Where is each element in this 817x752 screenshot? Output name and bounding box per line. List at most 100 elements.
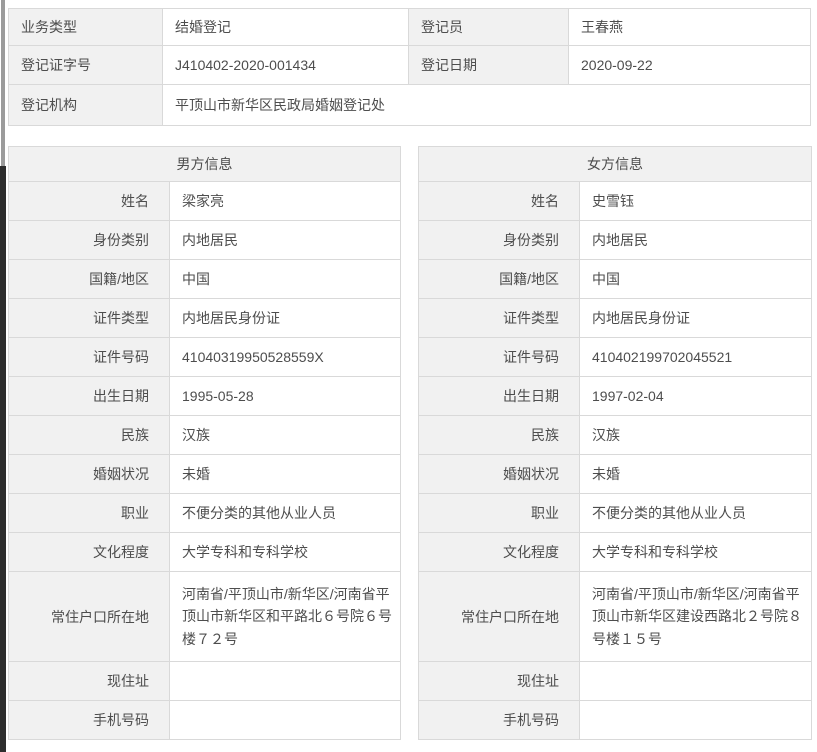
marital-status-label: 婚姻状况 (8, 454, 170, 494)
id-number-label: 证件号码 (418, 337, 580, 377)
registrar-value: 王春燕 (568, 8, 811, 46)
female-table-header: 女方信息 (418, 146, 812, 182)
female-occupation-row: 职业 不便分类的其他从业人员 (418, 493, 812, 533)
male-ethnicity-row: 民族 汉族 (8, 415, 401, 455)
male-occupation-row: 职业 不便分类的其他从业人员 (8, 493, 401, 533)
female-id-type-row: 证件类型 内地居民身份证 (418, 298, 812, 338)
male-marital-status-row: 婚姻状况 未婚 (8, 454, 401, 494)
summary-row-business: 业务类型 结婚登记 登记员 王春燕 (8, 8, 811, 46)
name-label: 姓名 (8, 181, 170, 221)
household-address-label: 常住户口所在地 (418, 571, 580, 662)
reg-date-label: 登记日期 (408, 45, 569, 85)
female-household-address-row: 常住户口所在地 河南省/平顶山市/新华区/河南省平顶山市新华区建设西路北２号院８… (418, 571, 812, 662)
identity-type-label: 身份类别 (418, 220, 580, 260)
name-label: 姓名 (418, 181, 580, 221)
identity-type-label: 身份类别 (8, 220, 170, 260)
household-address-value: 河南省/平顶山市/新华区/河南省平顶山市新华区建设西路北２号院８号楼１５号 (579, 571, 812, 662)
business-type-value: 结婚登记 (162, 8, 409, 46)
female-id-number-row: 证件号码 410402199702045521 (418, 337, 812, 377)
person-tables: 男方信息 姓名 梁家亮 身份类别 内地居民 国籍/地区 中国 证件类型 内地居民… (8, 146, 812, 740)
female-name-row: 姓名 史雪钰 (418, 181, 812, 221)
birth-date-value: 1997-02-04 (579, 376, 812, 416)
occupation-value: 不便分类的其他从业人员 (579, 493, 812, 533)
marital-status-value: 未婚 (579, 454, 812, 494)
ethnicity-label: 民族 (8, 415, 170, 455)
female-birth-date-row: 出生日期 1997-02-04 (418, 376, 812, 416)
occupation-value: 不便分类的其他从业人员 (169, 493, 401, 533)
education-value: 大学专科和专科学校 (579, 532, 812, 572)
nationality-value: 中国 (579, 259, 812, 299)
household-address-value: 河南省/平顶山市/新华区/河南省平顶山市新华区和平路北６号院６号楼７２号 (169, 571, 401, 662)
mobile-value (579, 700, 812, 740)
male-birth-date-row: 出生日期 1995-05-28 (8, 376, 401, 416)
household-address-label: 常住户口所在地 (8, 571, 170, 662)
name-value: 梁家亮 (169, 181, 401, 221)
male-mobile-row: 手机号码 (8, 700, 401, 740)
identity-type-value: 内地居民 (169, 220, 401, 260)
identity-type-value: 内地居民 (579, 220, 812, 260)
female-education-row: 文化程度 大学专科和专科学校 (418, 532, 812, 572)
authority-value: 平顶山市新华区民政局婚姻登记处 (162, 84, 811, 126)
education-label: 文化程度 (8, 532, 170, 572)
id-type-value: 内地居民身份证 (579, 298, 812, 338)
summary-row-certificate: 登记证字号 J410402-2020-001434 登记日期 2020-09-2… (8, 45, 811, 85)
female-ethnicity-row: 民族 汉族 (418, 415, 812, 455)
current-address-label: 现住址 (418, 661, 580, 701)
reg-date-value: 2020-09-22 (568, 45, 811, 85)
id-type-label: 证件类型 (8, 298, 170, 338)
ethnicity-value: 汉族 (579, 415, 812, 455)
current-address-label: 现住址 (8, 661, 170, 701)
birth-date-value: 1995-05-28 (169, 376, 401, 416)
female-nationality-row: 国籍/地区 中国 (418, 259, 812, 299)
id-type-value: 内地居民身份证 (169, 298, 401, 338)
male-table-title: 男方信息 (8, 146, 401, 182)
registration-summary-table: 业务类型 结婚登记 登记员 王春燕 登记证字号 J410402-2020-001… (8, 8, 811, 126)
female-mobile-row: 手机号码 (418, 700, 812, 740)
authority-label: 登记机构 (8, 84, 163, 126)
page-left-edge-top (1, 0, 5, 166)
male-nationality-row: 国籍/地区 中国 (8, 259, 401, 299)
summary-row-authority: 登记机构 平顶山市新华区民政局婚姻登记处 (8, 84, 811, 126)
marital-status-label: 婚姻状况 (418, 454, 580, 494)
female-table-title: 女方信息 (418, 146, 812, 182)
male-household-address-row: 常住户口所在地 河南省/平顶山市/新华区/河南省平顶山市新华区和平路北６号院６号… (8, 571, 401, 662)
birth-date-label: 出生日期 (418, 376, 580, 416)
cert-no-value: J410402-2020-001434 (162, 45, 409, 85)
page-left-edge-bottom (0, 166, 6, 752)
record-content: 业务类型 结婚登记 登记员 王春燕 登记证字号 J410402-2020-001… (8, 8, 812, 740)
female-current-address-row: 现住址 (418, 661, 812, 701)
male-current-address-row: 现住址 (8, 661, 401, 701)
id-number-label: 证件号码 (8, 337, 170, 377)
male-name-row: 姓名 梁家亮 (8, 181, 401, 221)
female-marital-status-row: 婚姻状况 未婚 (418, 454, 812, 494)
mobile-label: 手机号码 (418, 700, 580, 740)
ethnicity-label: 民族 (418, 415, 580, 455)
birth-date-label: 出生日期 (8, 376, 170, 416)
nationality-label: 国籍/地区 (418, 259, 580, 299)
nationality-label: 国籍/地区 (8, 259, 170, 299)
female-identity-type-row: 身份类别 内地居民 (418, 220, 812, 260)
occupation-label: 职业 (418, 493, 580, 533)
cert-no-label: 登记证字号 (8, 45, 163, 85)
marital-status-value: 未婚 (169, 454, 401, 494)
occupation-label: 职业 (8, 493, 170, 533)
ethnicity-value: 汉族 (169, 415, 401, 455)
registrar-label: 登记员 (408, 8, 569, 46)
male-id-number-row: 证件号码 41040319950528559X (8, 337, 401, 377)
name-value: 史雪钰 (579, 181, 812, 221)
id-number-value: 410402199702045521 (579, 337, 812, 377)
business-type-label: 业务类型 (8, 8, 163, 46)
male-identity-type-row: 身份类别 内地居民 (8, 220, 401, 260)
male-table-header: 男方信息 (8, 146, 401, 182)
current-address-value (169, 661, 401, 701)
male-education-row: 文化程度 大学专科和专科学校 (8, 532, 401, 572)
male-id-type-row: 证件类型 内地居民身份证 (8, 298, 401, 338)
female-info-table: 女方信息 姓名 史雪钰 身份类别 内地居民 国籍/地区 中国 证件类型 内地居民… (418, 146, 812, 740)
mobile-label: 手机号码 (8, 700, 170, 740)
education-label: 文化程度 (418, 532, 580, 572)
male-info-table: 男方信息 姓名 梁家亮 身份类别 内地居民 国籍/地区 中国 证件类型 内地居民… (8, 146, 401, 740)
id-number-value: 41040319950528559X (169, 337, 401, 377)
nationality-value: 中国 (169, 259, 401, 299)
current-address-value (579, 661, 812, 701)
mobile-value (169, 700, 401, 740)
